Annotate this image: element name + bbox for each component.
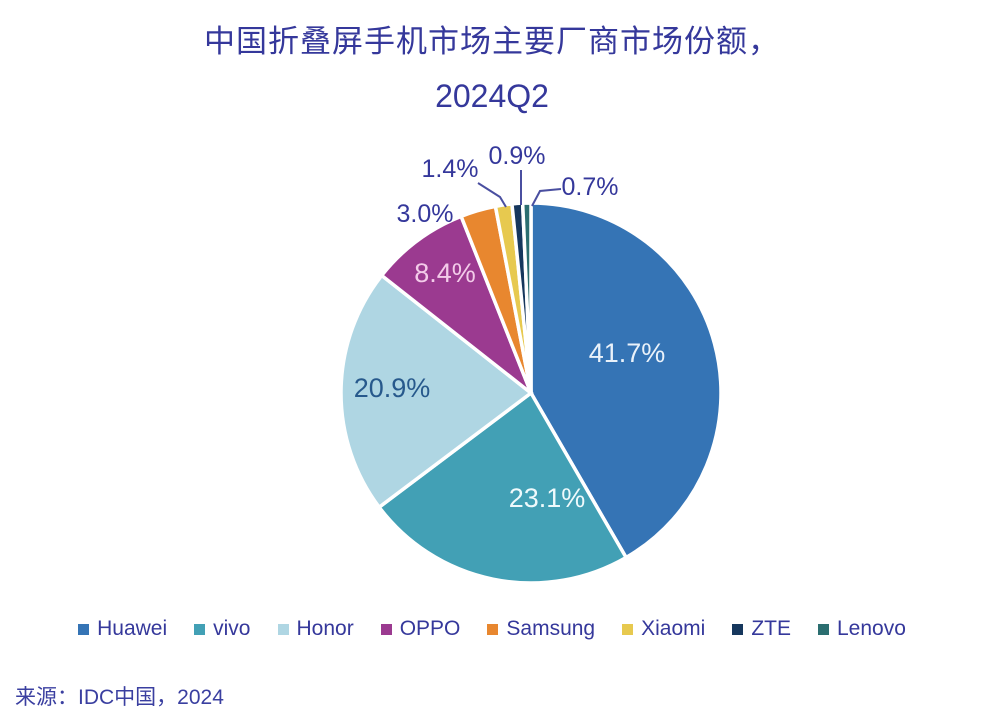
chart-title: 中国折叠屏手机市场主要厂商市场份额， 2024Q2 [0,16,984,115]
legend-label-lenovo: Lenovo [836,617,906,640]
chart-title-line2: 2024Q2 [435,78,549,114]
pie-slice-vivo [376,390,629,585]
slice-value-label-samsung: 3.0% [397,200,454,228]
legend-label-samsung: Samsung [506,617,596,640]
pie-slice-honor [339,273,534,510]
legend-label-huawei: Huawei [97,617,168,640]
legend-label-honor: Honor [296,617,354,640]
slice-value-label-vivo: 23.1% [509,483,586,513]
slice-value-label-xiaomi: 1.4% [422,155,479,183]
slice-value-label-zte: 0.9% [489,142,546,170]
legend-item-zte: ZTE [732,617,791,641]
pie-slice-oppo [379,214,536,399]
legend-item-oppo: OPPO [380,617,461,641]
legend-label-oppo: OPPO [399,617,461,640]
pie-slice-lenovo [520,201,533,394]
slice-value-label-honor: 20.9% [354,373,431,403]
legend-item-honor: Honor [277,617,354,641]
chart-title-line1: 中国折叠屏手机市场主要厂商市场份额， [204,24,780,59]
legend-item-samsung: Samsung [487,617,595,641]
source-note: 来源：IDC中国，2024 [15,686,224,709]
slice-value-label-oppo: 8.4% [414,258,476,288]
legend-item-lenovo: Lenovo [817,617,906,641]
legend-swatch-samsung [487,623,499,635]
slice-value-label-lenovo: 0.7% [562,173,619,201]
slice-value-label-huawei: 41.7% [589,338,666,368]
legend-swatch-honor [277,623,289,635]
legend-swatch-xiaomi [622,623,634,635]
legend: Huawei vivo Honor OPPO Samsung Xiaomi ZTE Lenov… [0,617,984,641]
legend-swatch-zte [732,623,744,635]
legend-swatch-oppo [380,623,392,635]
pie-slice-huawei [529,201,723,560]
legend-item-vivo: vivo [194,617,251,641]
legend-label-xiaomi: Xiaomi [641,617,706,640]
legend-item-xiaomi: Xiaomi [622,617,705,641]
leader-line-xiaomi [477,182,507,208]
legend-label-vivo: vivo [213,617,251,640]
legend-swatch-lenovo [817,623,829,635]
legend-swatch-huawei [78,623,90,635]
leader-line-lenovo [531,188,562,207]
legend-item-huawei: Huawei [78,617,167,641]
legend-swatch-vivo [194,623,206,635]
legend-label-zte: ZTE [751,617,791,640]
